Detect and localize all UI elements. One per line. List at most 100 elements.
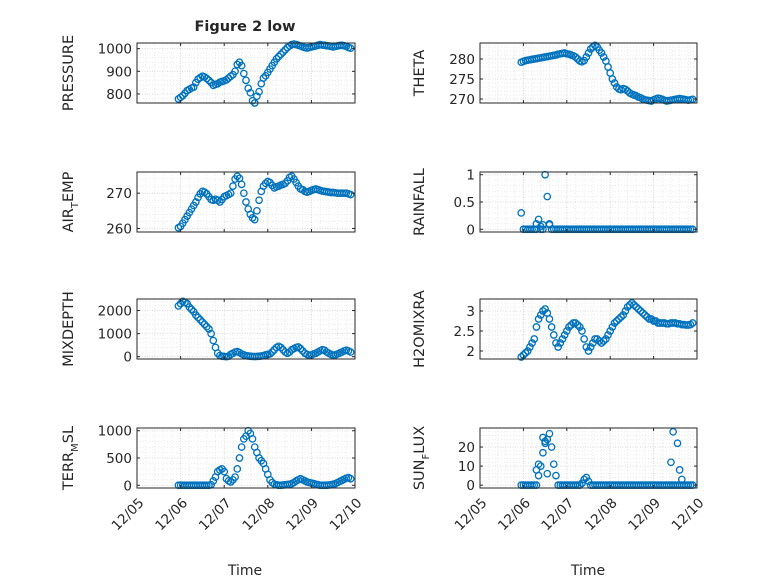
data-point bbox=[643, 313, 651, 321]
data-point bbox=[606, 327, 615, 335]
data-point bbox=[545, 429, 554, 438]
data-point bbox=[226, 189, 235, 198]
y-axis-label-sub: T bbox=[70, 201, 81, 209]
plot-area bbox=[480, 43, 697, 103]
data-point bbox=[571, 53, 580, 61]
subplot-pressure: 800 900 1000 PRESSURE bbox=[61, 35, 356, 111]
data-point bbox=[229, 182, 237, 190]
data-point bbox=[623, 303, 632, 311]
y-tick-label: 0 bbox=[466, 222, 475, 238]
data-point bbox=[682, 321, 691, 329]
y-tick-label: 270 bbox=[449, 92, 475, 108]
data-point bbox=[272, 54, 281, 63]
data-point bbox=[558, 335, 567, 343]
x-tick-label: 12/06 bbox=[152, 495, 191, 534]
y-tick-label: 0 bbox=[466, 478, 475, 494]
data-point bbox=[651, 317, 660, 325]
data-point bbox=[591, 335, 599, 343]
data-point bbox=[578, 327, 586, 335]
data-point bbox=[580, 335, 589, 343]
x-tick-label: 12/08 bbox=[239, 495, 278, 534]
data-point bbox=[549, 331, 558, 339]
data-point bbox=[266, 350, 274, 358]
minor-grid bbox=[480, 172, 697, 232]
axes-box bbox=[136, 298, 356, 360]
data-point bbox=[231, 67, 239, 76]
y-tick-label: 800 bbox=[106, 87, 132, 103]
y-axis-label: MIXDEPTH bbox=[61, 291, 77, 367]
minor-grid bbox=[137, 172, 355, 232]
data-point bbox=[187, 305, 196, 314]
data-point bbox=[669, 427, 677, 436]
data-point bbox=[599, 337, 608, 345]
data-point bbox=[552, 339, 560, 347]
series-points bbox=[174, 172, 355, 232]
data-point bbox=[588, 339, 597, 347]
data-point bbox=[688, 319, 697, 327]
x-tick-label: 12/07 bbox=[538, 495, 577, 534]
data-point bbox=[536, 462, 545, 470]
data-point bbox=[246, 88, 255, 97]
data-point bbox=[346, 348, 355, 356]
data-point bbox=[638, 309, 647, 317]
x-tick-label: 12/05 bbox=[109, 495, 148, 534]
data-point bbox=[632, 303, 641, 311]
data-point bbox=[645, 315, 654, 323]
data-point bbox=[539, 448, 547, 457]
data-point bbox=[641, 311, 649, 319]
data-point bbox=[608, 75, 617, 83]
y-axis-label-rest: LUX bbox=[412, 426, 428, 454]
data-point bbox=[255, 87, 263, 96]
data-point bbox=[253, 92, 261, 101]
data-point bbox=[242, 198, 250, 206]
data-point bbox=[521, 349, 530, 357]
data-point bbox=[233, 60, 242, 69]
data-point bbox=[532, 323, 541, 331]
data-point bbox=[628, 299, 636, 307]
y-tick-label: 1 bbox=[466, 168, 475, 184]
minor-grid bbox=[137, 43, 355, 103]
data-point bbox=[192, 198, 200, 206]
x-tick-label: 12/05 bbox=[452, 495, 491, 534]
plot-area bbox=[137, 428, 355, 488]
y-axis-label-main: SUN bbox=[412, 460, 428, 491]
plot-area bbox=[137, 172, 355, 232]
data-point bbox=[517, 353, 526, 361]
data-point bbox=[552, 471, 560, 480]
data-point bbox=[575, 323, 584, 331]
figure-title: Figure 2 low bbox=[194, 19, 295, 35]
data-point bbox=[634, 305, 643, 313]
data-point bbox=[200, 320, 209, 329]
y-axis-label-main: TERR bbox=[61, 452, 77, 491]
series-points bbox=[517, 299, 697, 361]
x-tick-label: 12/08 bbox=[582, 495, 621, 534]
minor-grid bbox=[137, 428, 355, 488]
data-point bbox=[597, 339, 606, 347]
data-point bbox=[174, 302, 183, 310]
axes-box bbox=[136, 171, 356, 233]
data-point bbox=[595, 337, 604, 345]
data-point bbox=[185, 303, 194, 311]
data-point bbox=[248, 214, 257, 222]
data-point bbox=[281, 45, 290, 54]
data-point bbox=[599, 53, 608, 61]
data-point bbox=[560, 331, 569, 339]
data-point bbox=[543, 192, 552, 201]
data-point bbox=[536, 311, 545, 319]
data-point bbox=[621, 307, 630, 315]
y-tick-label: 260 bbox=[106, 221, 132, 237]
y-tick-label: 1000 bbox=[98, 327, 132, 343]
data-point bbox=[610, 319, 619, 327]
data-point bbox=[534, 460, 543, 469]
data-point bbox=[517, 209, 526, 217]
data-point bbox=[220, 467, 229, 476]
subplot-terr-msl: 0 500 1000 TERRMSL 12/05 12/06 12/07 12/08 12/09… bbox=[61, 424, 365, 534]
data-point bbox=[268, 478, 277, 487]
data-point bbox=[202, 322, 211, 331]
y-tick-label: 20 bbox=[458, 440, 475, 456]
data-point bbox=[647, 315, 656, 323]
y-tick-label: 900 bbox=[106, 64, 132, 80]
data-point bbox=[569, 319, 578, 327]
data-point bbox=[237, 443, 246, 451]
data-point bbox=[608, 323, 617, 331]
